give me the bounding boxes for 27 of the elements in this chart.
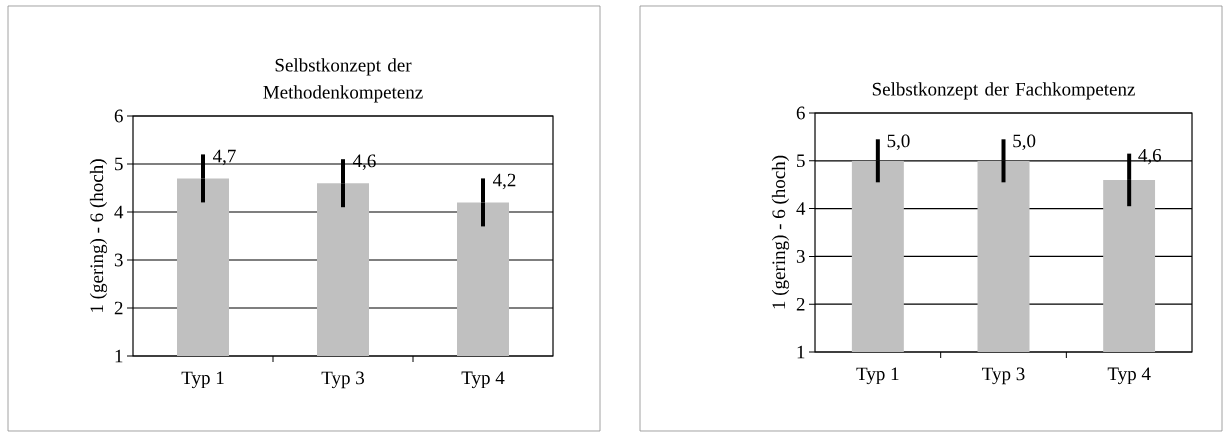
- data-label: 4,2: [492, 173, 516, 190]
- x-tick-label: Typ 4: [1107, 367, 1151, 385]
- y-tick-label: 1: [115, 349, 123, 363]
- chart-title: Selbstkonzept der Methodenkompetenz: [263, 58, 423, 103]
- y-tick-label: 4: [796, 202, 806, 215]
- y-tick-label: 3: [796, 250, 805, 263]
- y-tick-label: 2: [796, 297, 805, 311]
- y-tick-label: 4: [114, 205, 124, 219]
- y-axis-title: 1 (gering) - 6 (hoch): [771, 155, 790, 309]
- chart-title: Selbstkonzept der Fachkompetenz: [872, 82, 1135, 100]
- data-label: 5,0: [1013, 134, 1036, 151]
- x-tick-label: Typ 1: [181, 371, 224, 389]
- data-label: 4,6: [352, 154, 376, 170]
- x-tick-label: Typ 3: [321, 371, 365, 389]
- y-tick-label: 5: [115, 157, 123, 171]
- data-label: 4,7: [212, 149, 236, 166]
- x-tick-label: Typ 3: [982, 367, 1025, 385]
- y-tick-label: 3: [114, 253, 123, 267]
- x-tick-label: Typ 1: [856, 367, 899, 385]
- y-tick-label: 2: [114, 301, 123, 315]
- y-tick-label: 6: [796, 106, 805, 120]
- y-tick-label: 5: [797, 154, 805, 168]
- y-tick-label: 1: [797, 345, 805, 359]
- y-tick-label: 6: [114, 109, 123, 123]
- x-tick-label: Typ 4: [461, 371, 505, 389]
- y-axis-title: 1 (gering) - 6 (hoch): [89, 159, 108, 312]
- data-label: 5,0: [887, 134, 910, 151]
